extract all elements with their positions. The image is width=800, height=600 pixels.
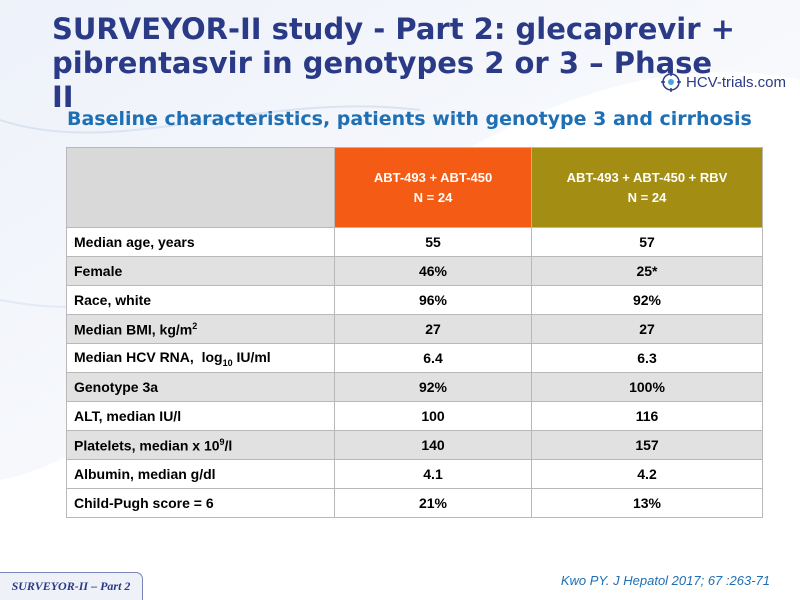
cell-value-a: 46% (334, 256, 532, 286)
study-part-badge: SURVEYOR-II – Part 2 (0, 572, 143, 600)
table-row: Median BMI, kg/m2 27 27 (66, 314, 763, 344)
table-row: Genotype 3a 92% 100% (66, 372, 763, 402)
section-subtitle: Baseline characteristics, patients with … (67, 108, 752, 130)
row-label-subscript: 10 (222, 357, 233, 368)
cell-value-b: 100% (531, 372, 763, 402)
cell-value-a: 100 (334, 401, 532, 431)
row-label: Platelets, median x 109/l (66, 430, 335, 460)
row-label-main: Platelets, median x 10 (74, 437, 220, 454)
row-label-superscript: 2 (192, 320, 198, 331)
cell-value-a: 4.1 (334, 459, 532, 489)
row-label: Genotype 3a (66, 372, 335, 402)
cell-value-a: 27 (334, 314, 532, 344)
cell-value-b: 92% (531, 285, 763, 315)
page-title: SURVEYOR-II study - Part 2: glecaprevir … (52, 12, 735, 114)
row-label: Race, white (66, 285, 335, 315)
column-header-line2: N = 24 (413, 189, 453, 205)
column-header-line1: ABT-493 + ABT-450 + RBV (566, 169, 728, 185)
cell-value-b: 57 (531, 227, 763, 257)
row-label: Albumin, median g/dl (66, 459, 335, 489)
hcv-trials-logo-icon (660, 72, 681, 92)
column-header-abt493-abt450-rbv: ABT-493 + ABT-450 + RBV N = 24 (531, 147, 763, 228)
logo-text: HCV-trials.com (685, 73, 786, 91)
cell-value-b: 27 (531, 314, 763, 344)
row-label: Child-Pugh score = 6 (66, 488, 335, 518)
row-label-tail: /l (224, 437, 233, 454)
cell-value-b: 116 (531, 401, 763, 431)
row-label: Median age, years (66, 227, 335, 257)
row-label-superscript: 9 (219, 436, 225, 447)
cell-value-a: 96% (334, 285, 532, 315)
cell-value-a: 92% (334, 372, 532, 402)
cell-value-b: 4.2 (531, 459, 763, 489)
row-label: ALT, median IU/l (66, 401, 335, 431)
cell-value-b: 13% (531, 488, 763, 518)
column-header-line1: ABT-493 + ABT-450 (373, 169, 493, 185)
table-row: ALT, median IU/l 100 116 (66, 401, 763, 431)
cell-value-b: 157 (531, 430, 763, 460)
citation-reference: Kwo PY. J Hepatol 2017; 67 :263-71 (560, 573, 770, 588)
cell-value-b: 6.3 (531, 343, 763, 373)
table-row: Platelets, median x 109/l 140 157 (66, 430, 763, 460)
hcv-trials-logo: HCV-trials.com (660, 72, 786, 92)
table-row: Race, white 96% 92% (66, 285, 763, 315)
table-row: Albumin, median g/dl 4.1 4.2 (66, 459, 763, 489)
row-label: Female (66, 256, 335, 286)
row-label-main: Median HCV RNA, log (74, 348, 223, 365)
cell-value-b: 25* (531, 256, 763, 286)
row-label-tail: IU/ml (232, 348, 271, 365)
column-header-abt493-abt450: ABT-493 + ABT-450 N = 24 (334, 147, 532, 228)
row-label: Median HCV RNA, log10 IU/ml (66, 343, 335, 373)
baseline-characteristics-table: ABT-493 + ABT-450 N = 24 ABT-493 + ABT-4… (66, 147, 763, 518)
table-corner-cell (66, 147, 335, 228)
row-label: Median BMI, kg/m2 (66, 314, 335, 344)
cell-value-a: 21% (334, 488, 532, 518)
cell-value-a: 140 (334, 430, 532, 460)
table-row: Median age, years 55 57 (66, 227, 763, 257)
table-row: Median HCV RNA, log10 IU/ml 6.4 6.3 (66, 343, 763, 373)
cell-value-a: 55 (334, 227, 532, 257)
table-row: Child-Pugh score = 6 21% 13% (66, 488, 763, 518)
cell-value-a: 6.4 (334, 343, 532, 373)
row-label-main: Median BMI, kg/m (74, 321, 193, 338)
table-row: Female 46% 25* (66, 256, 763, 286)
column-header-line2: N = 24 (627, 189, 667, 205)
